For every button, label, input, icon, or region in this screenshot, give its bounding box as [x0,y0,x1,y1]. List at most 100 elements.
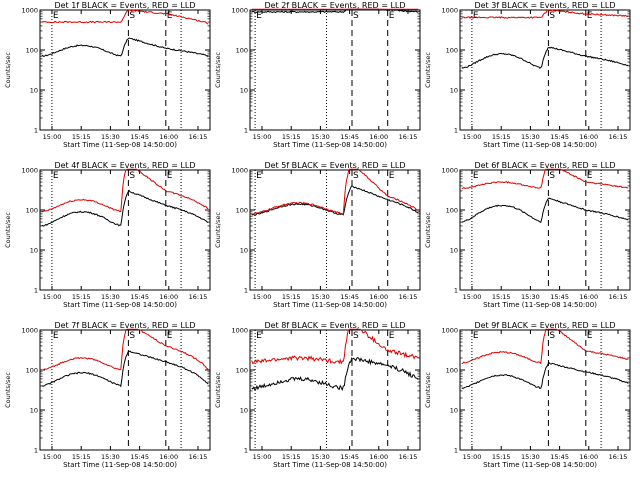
time-marker-label: S [353,331,359,341]
x-axis-label: Start Time (11-Sep-08 14:50:00) [483,461,597,469]
y-tick-label: 100 [26,47,38,55]
x-tick-label: 15:00 [253,453,272,461]
x-tick-label: 16:15 [609,293,628,301]
x-tick-label: 16:15 [399,133,418,141]
x-tick-label: 15:15 [492,293,511,301]
y-tick-label: 1 [244,447,248,455]
lld-series-line [461,168,629,189]
plot-frame [39,169,211,291]
x-tick-label: 15:30 [101,293,120,301]
time-marker-label: E [53,11,59,21]
x-tick-label: 16:00 [159,133,178,141]
y-tick-label: 1 [244,127,248,135]
time-marker-label: S [549,331,555,341]
time-marker-label: E [256,171,262,181]
y-tick-label: 100 [446,367,458,375]
time-marker-label: E [167,171,173,181]
x-tick-label: 16:15 [189,453,208,461]
time-marker-label: E [389,171,395,181]
panel-title: Det 5f BLACK = Events, RED = LLD [264,161,405,170]
x-tick-label: 16:00 [369,293,388,301]
time-marker-label: E [587,331,593,341]
events-series-line [41,189,209,227]
events-series-line [251,357,419,392]
plot-frame [459,9,631,131]
x-tick-label: 15:30 [521,133,540,141]
x-tick-label: 16:15 [189,133,208,141]
x-axis-label: Start Time (11-Sep-08 14:50:00) [63,301,177,309]
y-tick-label: 100 [446,47,458,55]
y-tick-label: 10 [240,407,248,415]
y-tick-label: 100 [446,207,458,215]
x-tick-label: 16:15 [399,453,418,461]
y-axis-label: Counts/sec [4,372,12,408]
time-marker-label: S [129,11,135,21]
lld-series-line [41,328,209,371]
y-tick-label: 10 [30,247,38,255]
y-tick-label: 1000 [441,7,458,15]
y-tick-label: 100 [236,207,248,215]
chart-panel: Det 4f BLACK = Events, RED = LLD 1 10 100 10… [4,161,211,309]
x-tick-label: 15:15 [492,133,511,141]
chart-panel: Det 2f BLACK = Events, RED = LLD 1 10 100 10… [214,1,421,149]
plot-frame [249,9,421,131]
y-axis-label: Counts/sec [214,52,222,88]
x-axis-label: Start Time (11-Sep-08 14:50:00) [483,141,597,149]
chart-panel: Det 5f BLACK = Events, RED = LLD 1 10 100 10… [214,161,421,309]
y-tick-label: 1 [454,287,458,295]
y-tick-label: 1000 [21,7,38,15]
x-tick-label: 15:45 [130,293,149,301]
x-tick-label: 15:45 [340,293,359,301]
y-axis-label: Counts/sec [424,372,432,408]
y-tick-label: 1000 [231,7,248,15]
x-tick-label: 16:15 [189,293,208,301]
x-tick-label: 16:00 [579,133,598,141]
y-tick-label: 1 [454,447,458,455]
x-tick-label: 16:00 [159,453,178,461]
x-axis-label: Start Time (11-Sep-08 14:50:00) [63,461,177,469]
plot-frame [459,329,631,451]
x-tick-label: 15:30 [521,453,540,461]
time-marker-label: E [587,171,593,181]
chart-panel: Det 6f BLACK = Events, RED = LLD 1 10 100 10… [424,161,631,309]
x-tick-label: 15:00 [43,453,62,461]
x-tick-label: 16:00 [159,293,178,301]
x-tick-label: 15:30 [521,293,540,301]
y-tick-label: 1 [34,127,38,135]
lld-series-line [461,328,629,365]
y-tick-label: 100 [236,47,248,55]
x-tick-label: 16:00 [369,453,388,461]
x-tick-label: 15:15 [282,133,301,141]
events-series-line [461,46,629,69]
x-tick-label: 15:00 [463,293,482,301]
y-tick-label: 1000 [231,327,248,335]
x-tick-label: 15:00 [43,133,62,141]
x-tick-label: 15:00 [253,133,272,141]
plot-frame [459,169,631,291]
x-tick-label: 15:45 [550,133,569,141]
time-marker-label: E [53,171,59,181]
time-marker-label: E [256,331,262,341]
events-series-line [461,197,629,223]
events-series-line [461,361,629,389]
lld-series-line [41,9,209,25]
panel-title: Det 2f BLACK = Events, RED = LLD [264,1,405,10]
y-axis-label: Counts/sec [4,212,12,248]
x-axis-label: Start Time (11-Sep-08 14:50:00) [273,461,387,469]
x-tick-label: 16:15 [609,453,628,461]
panel-title: Det 6f BLACK = Events, RED = LLD [474,161,615,170]
panel-title: Det 3f BLACK = Events, RED = LLD [474,1,615,10]
y-tick-label: 100 [26,207,38,215]
time-marker-label: E [53,331,59,341]
plot-frame [249,169,421,291]
y-tick-label: 10 [450,87,458,95]
x-tick-label: 15:30 [101,453,120,461]
time-marker-label: E [473,331,479,341]
y-tick-label: 1000 [231,167,248,175]
x-tick-label: 15:00 [463,453,482,461]
chart-panel: Det 8f BLACK = Events, RED = LLD 1 10 100 10… [214,321,421,469]
y-tick-label: 1000 [21,167,38,175]
time-marker-label: S [353,171,359,181]
chart-panel: Det 1f BLACK = Events, RED = LLD 1 10 100 10… [4,1,211,149]
